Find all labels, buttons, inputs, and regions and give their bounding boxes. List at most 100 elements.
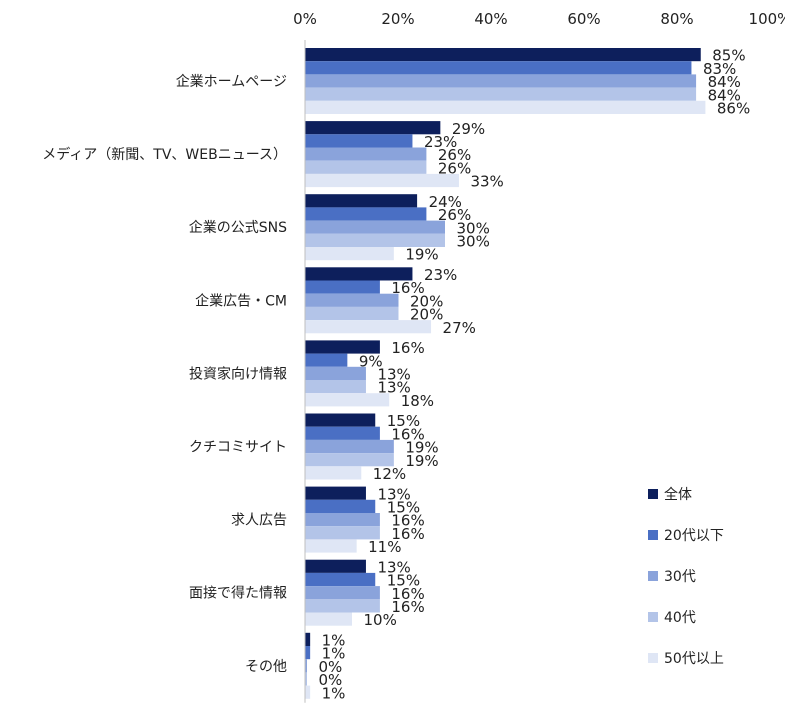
legend-swatch xyxy=(648,530,658,540)
bar xyxy=(305,486,366,500)
bar xyxy=(305,320,432,334)
legend: 全体 20代以下 30代 40代 50代以上 xyxy=(648,486,724,667)
bar xyxy=(305,293,399,307)
bar xyxy=(305,147,427,161)
data-labels: 85%83%84%84%86%29%23%26%26%33%24%26%30%3… xyxy=(319,47,751,703)
bar xyxy=(305,267,413,281)
data-label: 30% xyxy=(457,219,490,237)
bar xyxy=(305,220,445,234)
data-label: 16% xyxy=(391,525,424,543)
bar xyxy=(305,685,311,699)
bar xyxy=(305,340,380,354)
legend-swatch xyxy=(648,612,658,622)
bar xyxy=(305,48,701,62)
bar xyxy=(305,526,380,540)
bar xyxy=(305,672,307,686)
legend-label: 30代 xyxy=(664,569,696,585)
category-label: 面接で得た情報 xyxy=(189,585,287,602)
data-label: 18% xyxy=(401,392,434,410)
data-label: 1% xyxy=(322,645,346,663)
bar xyxy=(305,632,311,646)
bar xyxy=(305,194,418,208)
bar xyxy=(305,100,706,114)
legend-label: 20代以下 xyxy=(664,528,724,544)
data-label: 16% xyxy=(391,512,424,530)
data-label: 19% xyxy=(405,452,438,470)
category-label: 企業広告・CM xyxy=(195,292,287,309)
legend-label: 全体 xyxy=(664,486,692,503)
data-label: 16% xyxy=(391,598,424,616)
category-label: 企業の公式SNS xyxy=(189,219,287,236)
bar xyxy=(305,173,459,188)
category-label: 求人広告 xyxy=(231,513,287,529)
x-tick-label: 40% xyxy=(474,10,507,28)
data-label: 16% xyxy=(391,585,424,603)
bar xyxy=(305,366,366,380)
data-label: 26% xyxy=(438,206,471,224)
bar xyxy=(305,426,380,440)
bar xyxy=(305,233,445,247)
bar xyxy=(305,612,352,626)
bar xyxy=(305,572,376,587)
data-label: 13% xyxy=(377,366,410,384)
data-label: 84% xyxy=(708,86,741,104)
data-label: 15% xyxy=(387,572,420,590)
data-label: 12% xyxy=(373,465,406,483)
x-tick-label: 100% xyxy=(749,10,785,28)
bar xyxy=(305,280,380,294)
bar xyxy=(305,207,427,221)
data-label: 13% xyxy=(377,485,410,503)
legend-swatch xyxy=(648,571,658,581)
data-label: 0% xyxy=(319,658,343,676)
data-label: 27% xyxy=(443,319,476,337)
data-label: 29% xyxy=(452,120,485,138)
bar xyxy=(305,247,394,261)
bar xyxy=(305,134,413,148)
bar xyxy=(305,453,394,467)
data-label: 11% xyxy=(368,538,401,556)
bar xyxy=(305,659,307,673)
x-tick-label: 20% xyxy=(381,10,414,28)
data-label: 85% xyxy=(712,47,745,65)
data-label: 16% xyxy=(391,425,424,443)
data-label: 23% xyxy=(424,266,457,284)
data-label: 20% xyxy=(410,292,443,310)
data-label: 1% xyxy=(322,684,346,702)
bar xyxy=(305,353,348,367)
data-label: 84% xyxy=(708,73,741,91)
bar xyxy=(305,306,399,321)
category-label: クチコミサイト xyxy=(189,440,287,456)
bar xyxy=(305,539,357,553)
bar xyxy=(305,74,697,88)
bar xyxy=(305,61,692,75)
bar xyxy=(305,646,311,660)
x-tick-label: 80% xyxy=(660,10,693,28)
bars xyxy=(305,48,706,699)
data-label: 33% xyxy=(470,173,503,191)
bar xyxy=(305,393,390,407)
category-label: その他 xyxy=(245,659,287,675)
data-label: 20% xyxy=(410,306,443,324)
bar xyxy=(305,513,380,527)
data-label: 15% xyxy=(387,499,420,517)
x-tick-label: 60% xyxy=(567,10,600,28)
x-tick-label: 0% xyxy=(293,10,317,28)
data-label: 19% xyxy=(405,246,438,264)
data-label: 26% xyxy=(438,146,471,164)
data-label: 1% xyxy=(322,632,346,650)
data-label: 30% xyxy=(457,233,490,251)
bar xyxy=(305,499,376,513)
bar xyxy=(305,466,362,480)
data-label: 23% xyxy=(424,133,457,151)
legend-swatch xyxy=(648,489,658,499)
legend-swatch xyxy=(648,653,658,663)
category-label: 投資家向け情報 xyxy=(189,365,287,382)
legend-label: 40代 xyxy=(664,610,696,626)
data-label: 86% xyxy=(717,100,750,118)
bar xyxy=(305,413,376,427)
bar xyxy=(305,599,380,613)
bar xyxy=(305,87,697,101)
bar xyxy=(305,380,366,394)
bar xyxy=(305,160,427,174)
